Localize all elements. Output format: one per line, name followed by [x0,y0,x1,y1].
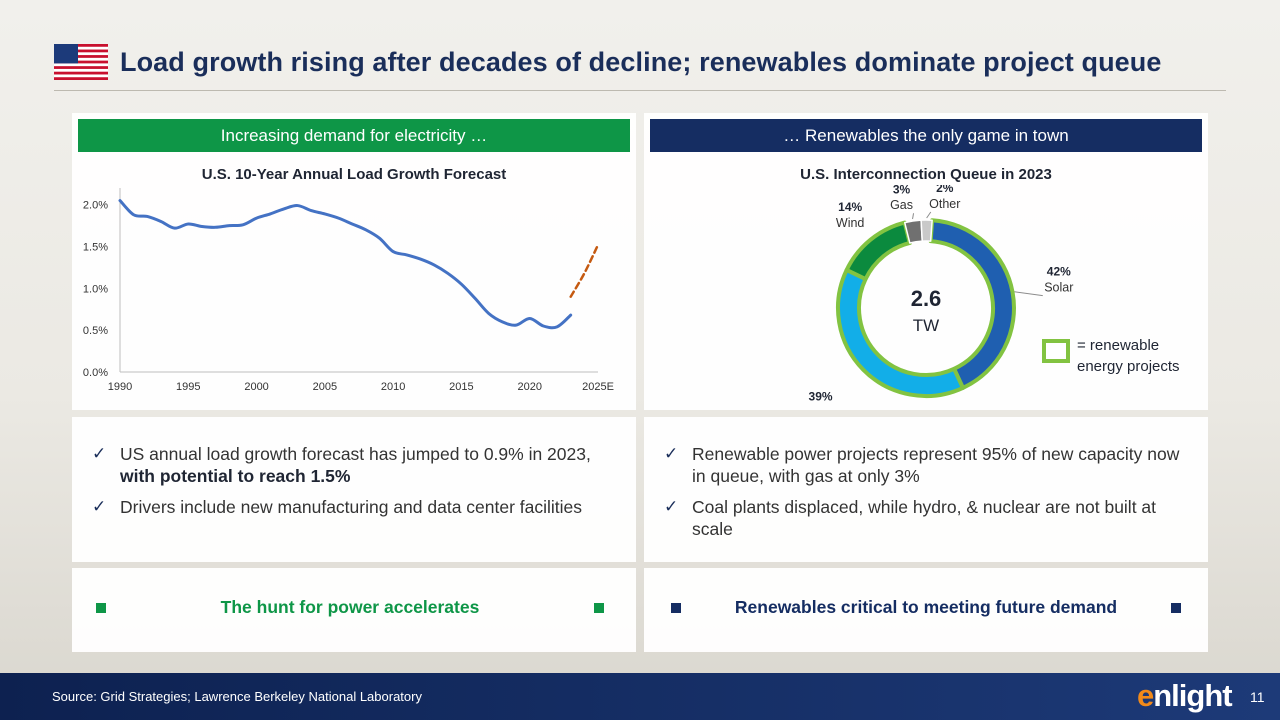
left-bullets-panel [72,417,636,562]
us-flag-icon [54,44,108,80]
slice-value-label: 39% [809,389,833,403]
bullet-text: US annual load growth forecast has jumpe… [120,444,591,486]
donut-slice-other [920,219,933,242]
checkmark-icon: ✓ [92,444,107,463]
left-bullets: ✓ US annual load growth forecast has jum… [92,443,627,527]
renewable-legend-line2: energy projects [1077,358,1180,375]
left-callout-text: The hunt for power accelerates [220,597,480,617]
x-tick-label: 2000 [244,381,268,393]
y-tick-label: 0.5% [83,325,108,337]
x-tick-label: 1995 [176,381,200,393]
square-bullet-icon [671,602,681,613]
source-note: Source: Grid Strategies; Lawrence Berkel… [52,689,422,704]
square-bullet-icon [594,602,604,613]
bullet-item: ✓ Coal plants displaced, while hydro, & … [664,496,1194,540]
y-tick-label: 2.0% [83,200,108,212]
donut-chart: 2.6 TW 42% Solar 39% Battery Storage 14% Wind 3%… [777,185,1180,407]
leader-line [1014,291,1043,297]
right-header-bar: … Renewables the only game in town [650,119,1202,152]
center-value: 2.6 [911,286,942,311]
x-tick-label: 2010 [381,381,405,393]
right-callout-panel [644,568,1208,652]
slice-name-label: Battery Storage [777,405,864,407]
enlight-logo: enlight [1137,678,1233,713]
y-tick-label: 1.0% [83,283,108,295]
slice-name-label: Wind [836,216,865,230]
x-tick-label: 2020 [517,381,541,393]
renewable-legend-swatch [1042,339,1070,363]
right-chart-panel [644,113,1208,410]
square-bullet-icon [1170,602,1181,613]
left-callout-panel [72,568,636,652]
title-row: Load growth rising after decades of decl… [54,42,1162,82]
center-unit: TW [913,316,939,335]
slice-value-label: 42% [1047,265,1071,279]
left-chart-panel [72,113,636,410]
left-header-bar: Increasing demand for electricity … [78,119,630,152]
slice-value-label: 14% [838,200,862,214]
right-bullets: ✓ Renewable power projects represent 95%… [664,443,1194,549]
slice-name-label: Solar [1044,281,1073,295]
square-bullet-icon [96,602,106,613]
slice-value-label: 2% [936,185,954,195]
checkmark-icon: ✓ [92,497,107,516]
title-divider [54,90,1226,91]
donut-chart-title: U.S. Interconnection Queue in 2023 [800,166,1052,183]
bullet-item: ✓ US annual load growth forecast has jum… [92,443,627,487]
bullet-item: ✓ Renewable power projects represent 95%… [664,443,1194,487]
x-tick-label: 2015 [449,381,473,393]
bullet-item: ✓ Drivers include new manufacturing and … [92,496,627,518]
right-callout: Renewables critical to meeting future de… [671,597,1181,618]
footer: Source: Grid Strategies; Lawrence Berkel… [0,673,1280,720]
slice-value-label: 3% [893,185,911,196]
x-tick-label: 1990 [108,381,132,393]
load-growth-line [118,199,573,330]
checkmark-icon: ✓ [664,497,679,516]
renewable-legend-line1: = renewable [1077,337,1159,354]
donut-slice-wind [844,220,912,282]
checkmark-icon: ✓ [664,444,679,463]
page-title: Load growth rising after decades of decl… [120,46,1162,77]
bullet-text: Coal plants displaced, while hydro, & nu… [692,497,1157,539]
page-number: 11 [1250,689,1265,705]
line-chart-title: U.S. 10-Year Annual Load Growth Forecast [201,166,507,183]
x-tick-label: 2005 [313,381,337,393]
bullet-text: Renewable power projects represent 95% o… [692,444,1180,486]
right-callout-text: Renewables critical to meeting future de… [734,597,1118,617]
line-chart: 0.0% 0.5% 1.0% 1.5% 2.0% 1990 1995 2000 2005 2010… [83,188,614,393]
right-bullets-panel [644,417,1208,562]
bullet-text: Drivers include new manufacturing and da… [120,497,583,517]
leader-line [912,213,915,220]
slice-name-label: Other [929,197,960,211]
donut-slice-solar [928,218,1016,390]
y-tick-label: 1.5% [83,242,108,254]
donut-slice-battery-storage [836,267,965,398]
x-tick-label: 2025E [582,381,614,393]
forecast-line [569,243,600,298]
left-callout: The hunt for power accelerates [96,597,604,618]
slice-name-label: Gas [890,198,913,212]
leader-line [926,211,932,219]
y-tick-label: 0.0% [83,367,108,379]
